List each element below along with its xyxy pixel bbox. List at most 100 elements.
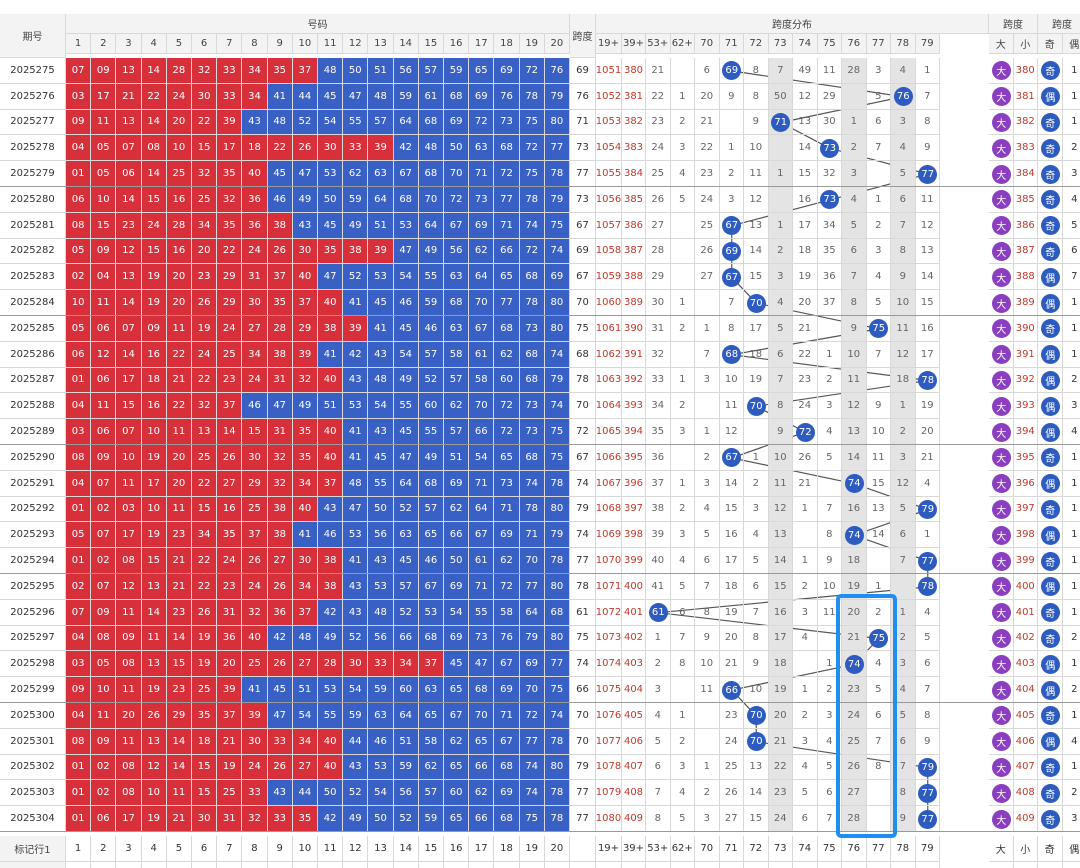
footer-small: 小 — [1013, 862, 1038, 868]
parity-count-cell: 1 — [1062, 316, 1080, 342]
footer-number-cell: 11 — [318, 862, 344, 868]
dist-miss-cell: 17 — [744, 316, 769, 342]
number-col-header: 17 — [469, 34, 495, 54]
number-cell: 69 — [494, 58, 520, 84]
dist-col-header: 39+ — [622, 34, 646, 54]
dist-miss-cell: 21 — [915, 445, 940, 471]
parity-count-cell: 2 — [1062, 780, 1080, 807]
parity-marker: 奇 — [1040, 61, 1060, 81]
number-cell: 33 — [267, 728, 293, 755]
number-cell: 19 — [192, 316, 218, 342]
dist-miss-cell: 1 — [793, 677, 818, 703]
number-cell: 32 — [192, 393, 218, 420]
footer-number-cell: 20 — [544, 836, 570, 862]
span-hit-ball: 77 — [918, 783, 938, 803]
dist-miss-cell: 2 — [744, 470, 769, 497]
number-cell: 17 — [116, 806, 142, 832]
dist-miss-cell: 11 — [719, 393, 744, 420]
dist-miss-cell: 11 — [817, 599, 842, 626]
count-a-cell: 1055 — [596, 161, 622, 187]
number-cell: 64 — [393, 470, 419, 497]
dist-miss-cell: 12 — [842, 393, 867, 420]
number-cell: 45 — [393, 316, 419, 342]
number-cell: 09 — [91, 58, 117, 84]
number-cell: 59 — [418, 290, 444, 316]
number-cell: 52 — [292, 109, 318, 136]
number-cell: 14 — [116, 341, 142, 368]
footer-number-cell: 14 — [393, 862, 419, 868]
span-cell: 72 — [570, 419, 596, 445]
number-cell: 35 — [292, 806, 318, 832]
footer-number-cell: 6 — [192, 836, 218, 862]
number-cell: 43 — [242, 109, 268, 136]
small-count-cell: 406 — [1013, 728, 1038, 755]
span-cell: 77 — [570, 780, 596, 807]
number-cell: 45 — [267, 161, 293, 187]
number-cell: 78 — [519, 496, 545, 523]
number-col-header: 4 — [141, 34, 167, 54]
footer-number-cell: 1 — [66, 862, 92, 868]
number-cell: 22 — [217, 238, 243, 265]
number-cell: 27 — [292, 651, 318, 678]
number-cell: 70 — [469, 703, 495, 729]
parity-count-cell: 4 — [1062, 419, 1080, 445]
dist-miss-cell: 22 — [695, 135, 720, 162]
span-cell: 78 — [570, 367, 596, 394]
dist-miss-cell: 8 — [817, 522, 842, 549]
dist-miss-cell — [817, 625, 842, 652]
number-cell: 68 — [494, 806, 520, 832]
parity-count-cell: 3 — [1062, 806, 1080, 832]
number-cell: 69 — [494, 677, 520, 703]
count-b-cell: 389 — [622, 290, 646, 316]
dist-miss-cell: 14 — [744, 780, 769, 807]
dist-miss-cell: 8 — [768, 393, 793, 420]
number-cell: 26 — [267, 238, 293, 265]
number-cell: 24 — [242, 574, 268, 600]
span-cell: 73 — [570, 187, 596, 213]
number-cell: 43 — [368, 419, 394, 445]
dist-miss-cell: 12 — [793, 83, 818, 110]
number-cell: 35 — [267, 58, 293, 84]
footer-big: 大 — [989, 862, 1014, 868]
number-cell: 72 — [444, 187, 470, 213]
big-marker: 大 — [991, 61, 1011, 81]
number-cell: 35 — [217, 522, 243, 549]
dist-miss-cell: 6 — [744, 574, 769, 600]
number-cell: 39 — [368, 135, 394, 162]
dist-miss-cell: 38 — [646, 496, 671, 523]
parity-marker: 奇 — [1040, 113, 1060, 132]
dist-miss-cell: 7 — [719, 290, 744, 316]
number-cell: 62 — [418, 754, 444, 781]
highlight-box — [836, 593, 897, 838]
footer-number-cell: 7 — [217, 862, 243, 868]
dist-miss-cell: 25 — [695, 212, 720, 239]
count-a-cell: 1078 — [596, 754, 622, 781]
number-cell: 25 — [217, 780, 243, 807]
number-cell: 64 — [519, 599, 545, 626]
span-hit-ball: 70 — [746, 396, 766, 416]
number-cell: 77 — [544, 135, 570, 162]
number-cell: 61 — [469, 341, 495, 368]
number-cell: 17 — [91, 83, 117, 110]
number-cell: 10 — [166, 135, 192, 162]
number-cell: 73 — [469, 187, 495, 213]
count-a-cell: 1056 — [596, 187, 622, 213]
count-a-cell: 1065 — [596, 419, 622, 445]
number-cell: 04 — [66, 703, 92, 729]
parity-count-cell: 4 — [1062, 187, 1080, 213]
dist-miss-cell — [744, 419, 769, 445]
number-cell: 27 — [292, 754, 318, 781]
number-cell: 46 — [393, 290, 419, 316]
span-hit-ball: 70 — [746, 706, 766, 726]
number-cell: 66 — [469, 419, 495, 445]
number-cell: 62 — [444, 393, 470, 420]
count-b-cell: 394 — [622, 419, 646, 445]
dist-miss-cell: 3 — [817, 393, 842, 420]
number-cell: 47 — [267, 703, 293, 729]
dist-miss-cell: 5 — [817, 445, 842, 471]
number-cell: 46 — [318, 522, 344, 549]
number-cell: 19 — [192, 625, 218, 652]
number-cell: 07 — [116, 135, 142, 162]
number-cell: 48 — [292, 625, 318, 652]
parity-count-cell: 1 — [1062, 445, 1080, 471]
